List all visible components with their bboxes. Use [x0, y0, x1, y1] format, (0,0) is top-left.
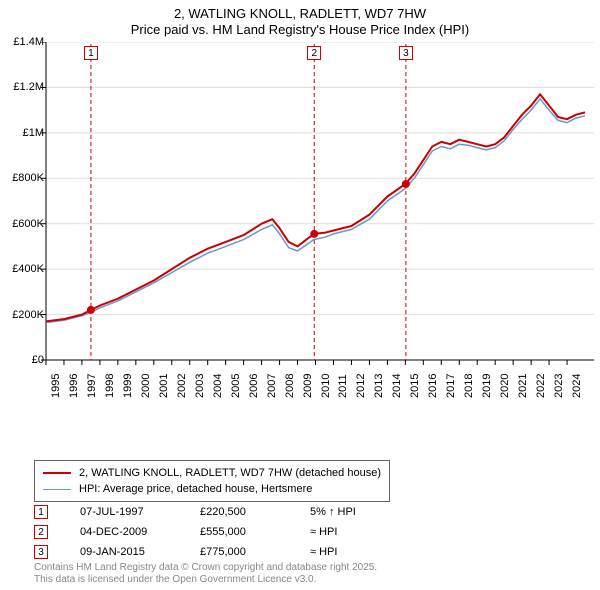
x-tick-label: 2002: [176, 374, 188, 398]
title-line-1: 2, WATLING KNOLL, RADLETT, WD7 7HW: [0, 6, 600, 22]
chart-title: 2, WATLING KNOLL, RADLETT, WD7 7HW Price…: [0, 0, 600, 39]
title-line-2: Price paid vs. HM Land Registry's House …: [0, 22, 600, 38]
chart-area: £0£200K£400K£600K£800K£1M£1.2M£1.4M 1995…: [0, 42, 600, 412]
x-tick-label: 1999: [122, 374, 134, 398]
table-row: 3 09-JAN-2015 £775,000 ≈ HPI: [34, 542, 390, 562]
x-tick-label: 2020: [499, 374, 511, 398]
legend-swatch: [43, 472, 71, 474]
page-container: 2, WATLING KNOLL, RADLETT, WD7 7HW Price…: [0, 0, 600, 590]
y-tick-label: £800K: [0, 172, 44, 184]
x-tick-label: 2009: [302, 374, 314, 398]
y-tick-label: £1M: [0, 127, 44, 139]
legend-label: 2, WATLING KNOLL, RADLETT, WD7 7HW (deta…: [79, 467, 381, 479]
x-tick-label: 2010: [320, 374, 332, 398]
event-badge: 2: [34, 525, 48, 539]
event-badge: 1: [34, 505, 48, 519]
x-tick-label: 2005: [230, 374, 242, 398]
events-table: 1 07-JUL-1997 £220,500 5% ↑ HPI 2 04-DEC…: [34, 502, 390, 562]
y-tick-label: £200K: [0, 309, 44, 321]
footer-line-2: This data is licensed under the Open Gov…: [34, 574, 377, 586]
x-tick-label: 2000: [140, 374, 152, 398]
x-tick-label: 2008: [284, 374, 296, 398]
x-tick-label: 2001: [158, 374, 170, 398]
x-tick-label: 2015: [409, 374, 421, 398]
x-tick-label: 2006: [248, 374, 260, 398]
event-price: £220,500: [200, 506, 310, 518]
event-badge: 3: [34, 545, 48, 559]
legend-swatch: [43, 489, 71, 490]
footer-line-1: Contains HM Land Registry data © Crown c…: [34, 562, 377, 574]
x-tick-label: 1995: [50, 374, 62, 398]
event-date: 04-DEC-2009: [80, 526, 200, 538]
x-tick-label: 2024: [571, 374, 583, 398]
y-tick-label: £400K: [0, 263, 44, 275]
chart-svg: [0, 42, 600, 412]
x-tick-label: 2013: [373, 374, 385, 398]
event-marker-box: 2: [307, 46, 321, 60]
x-tick-label: 2018: [463, 374, 475, 398]
x-tick-label: 2021: [517, 374, 529, 398]
event-price: £775,000: [200, 546, 310, 558]
event-marker-box: 1: [84, 46, 98, 60]
event-date: 09-JAN-2015: [80, 546, 200, 558]
event-delta: ≈ HPI: [310, 546, 390, 558]
event-delta: 5% ↑ HPI: [310, 506, 390, 518]
event-date: 07-JUL-1997: [80, 506, 200, 518]
x-tick-label: 2003: [194, 374, 206, 398]
x-tick-label: 2016: [427, 374, 439, 398]
y-tick-label: £1.4M: [0, 36, 44, 48]
x-tick-label: 2019: [481, 374, 493, 398]
x-tick-label: 2022: [535, 374, 547, 398]
x-tick-label: 2012: [355, 374, 367, 398]
x-tick-label: 1998: [104, 374, 116, 398]
event-price: £555,000: [200, 526, 310, 538]
x-tick-label: 2007: [266, 374, 278, 398]
legend-item: HPI: Average price, detached house, Hert…: [43, 481, 381, 497]
legend-label: HPI: Average price, detached house, Hert…: [79, 483, 312, 495]
event-marker-box: 3: [399, 46, 413, 60]
event-delta: ≈ HPI: [310, 526, 390, 538]
x-tick-label: 2004: [212, 374, 224, 398]
legend: 2, WATLING KNOLL, RADLETT, WD7 7HW (deta…: [34, 460, 390, 502]
y-tick-label: £0: [0, 354, 44, 366]
x-tick-label: 2017: [445, 374, 457, 398]
x-tick-label: 1997: [86, 374, 98, 398]
x-tick-label: 1996: [68, 374, 80, 398]
x-tick-label: 2023: [553, 374, 565, 398]
x-tick-label: 2011: [337, 374, 349, 398]
table-row: 1 07-JUL-1997 £220,500 5% ↑ HPI: [34, 502, 390, 522]
legend-item: 2, WATLING KNOLL, RADLETT, WD7 7HW (deta…: [43, 465, 381, 481]
y-tick-label: £1.2M: [0, 81, 44, 93]
x-tick-label: 2014: [391, 374, 403, 398]
table-row: 2 04-DEC-2009 £555,000 ≈ HPI: [34, 522, 390, 542]
y-tick-label: £600K: [0, 218, 44, 230]
footer-attribution: Contains HM Land Registry data © Crown c…: [34, 562, 377, 586]
